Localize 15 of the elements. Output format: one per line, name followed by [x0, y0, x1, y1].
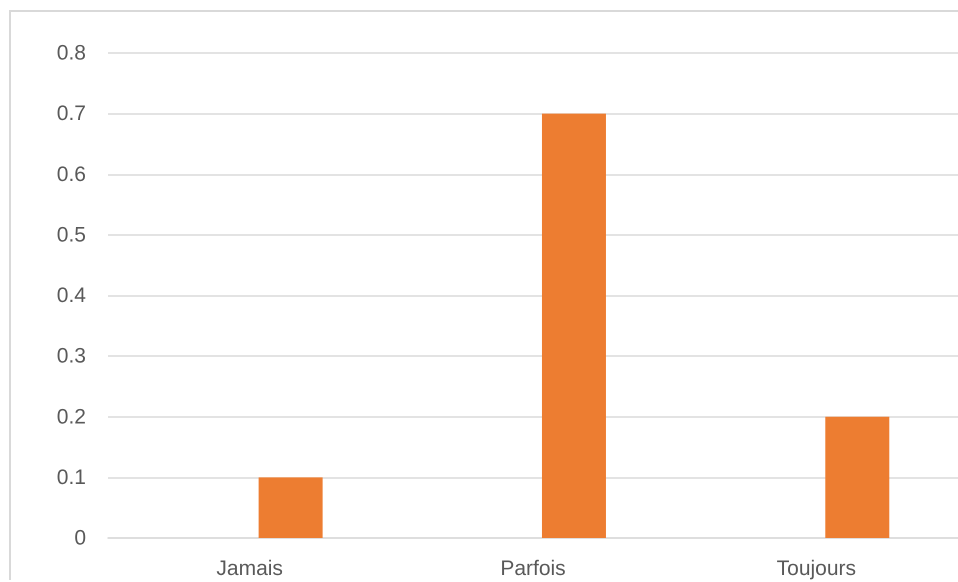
y-tick-label: 0.6	[56, 162, 86, 186]
x-tick-label: Parfois	[500, 557, 566, 580]
y-tick-label: 0.4	[56, 284, 86, 307]
y-tick-label: 0.8	[56, 42, 86, 64]
y-tick-label: 0.2	[56, 405, 86, 428]
bar	[542, 114, 606, 538]
y-tick-label: 0.1	[56, 466, 86, 489]
y-tick-label: 0.3	[56, 344, 86, 368]
x-tick-label: Jamais	[216, 557, 283, 580]
x-tick-label: Toujours	[776, 557, 856, 580]
y-tick-label: 0	[74, 526, 86, 550]
bar	[258, 477, 323, 538]
y-tick-label: 0.5	[56, 223, 86, 246]
y-tick-label: 0.7	[56, 102, 86, 126]
bar	[825, 416, 890, 538]
